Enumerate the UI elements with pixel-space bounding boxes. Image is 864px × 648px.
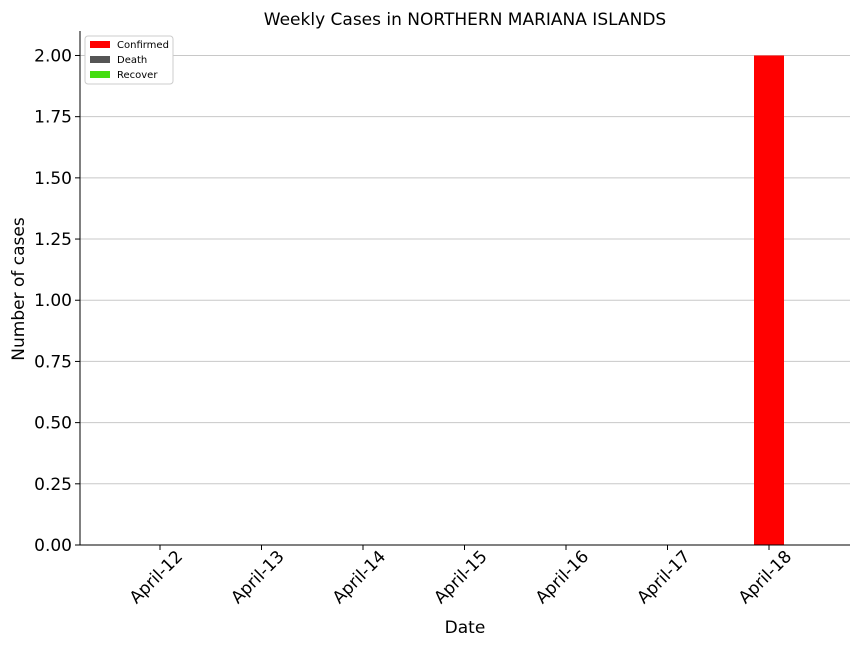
x-tick-labels: April-12 April-13 April-14 April-15 April-16…	[126, 545, 796, 608]
y-tick-label: 0.00	[34, 536, 72, 556]
y-tick-label: 1.50	[34, 169, 72, 189]
x-tick-label: April-18	[735, 547, 796, 608]
y-tick-label: 2.00	[34, 46, 72, 66]
legend-swatch-confirmed	[90, 41, 110, 48]
y-tick-label: 1.25	[34, 230, 72, 250]
bars	[754, 55, 784, 545]
x-tick-label: April-17	[633, 547, 694, 608]
legend-label-death: Death	[117, 55, 147, 66]
legend-label-confirmed: Confirmed	[117, 40, 169, 51]
legend-label-recover: Recover	[117, 70, 158, 81]
y-tick-label: 0.75	[34, 352, 72, 372]
bar-confirmed-april-18	[754, 55, 784, 545]
y-tick-labels: 0.00 0.25 0.50 0.75 1.00 1.25 1.50 1.75 2.00	[34, 46, 80, 556]
y-tick-label: 1.75	[34, 108, 72, 128]
x-tick-label: April-14	[329, 547, 390, 608]
gridlines	[80, 54, 850, 546]
y-tick-label: 1.00	[34, 291, 72, 311]
x-tick-label: April-16	[532, 547, 593, 608]
x-tick-label: April-15	[430, 547, 491, 608]
legend-swatch-death	[90, 56, 110, 63]
legend: Confirmed Death Recover	[84, 35, 174, 85]
y-tick-label: 0.50	[34, 414, 72, 434]
x-axis-label: Date	[445, 618, 486, 638]
chart-title: Weekly Cases in NORTHERN MARIANA ISLANDS	[264, 10, 666, 30]
y-axis-label: Number of cases	[9, 217, 29, 361]
x-tick-label: April-12	[126, 547, 187, 608]
x-tick-label: April-13	[227, 547, 288, 608]
y-tick-label: 0.25	[34, 475, 72, 495]
legend-swatch-recover	[90, 71, 110, 78]
axes	[79, 31, 850, 546]
